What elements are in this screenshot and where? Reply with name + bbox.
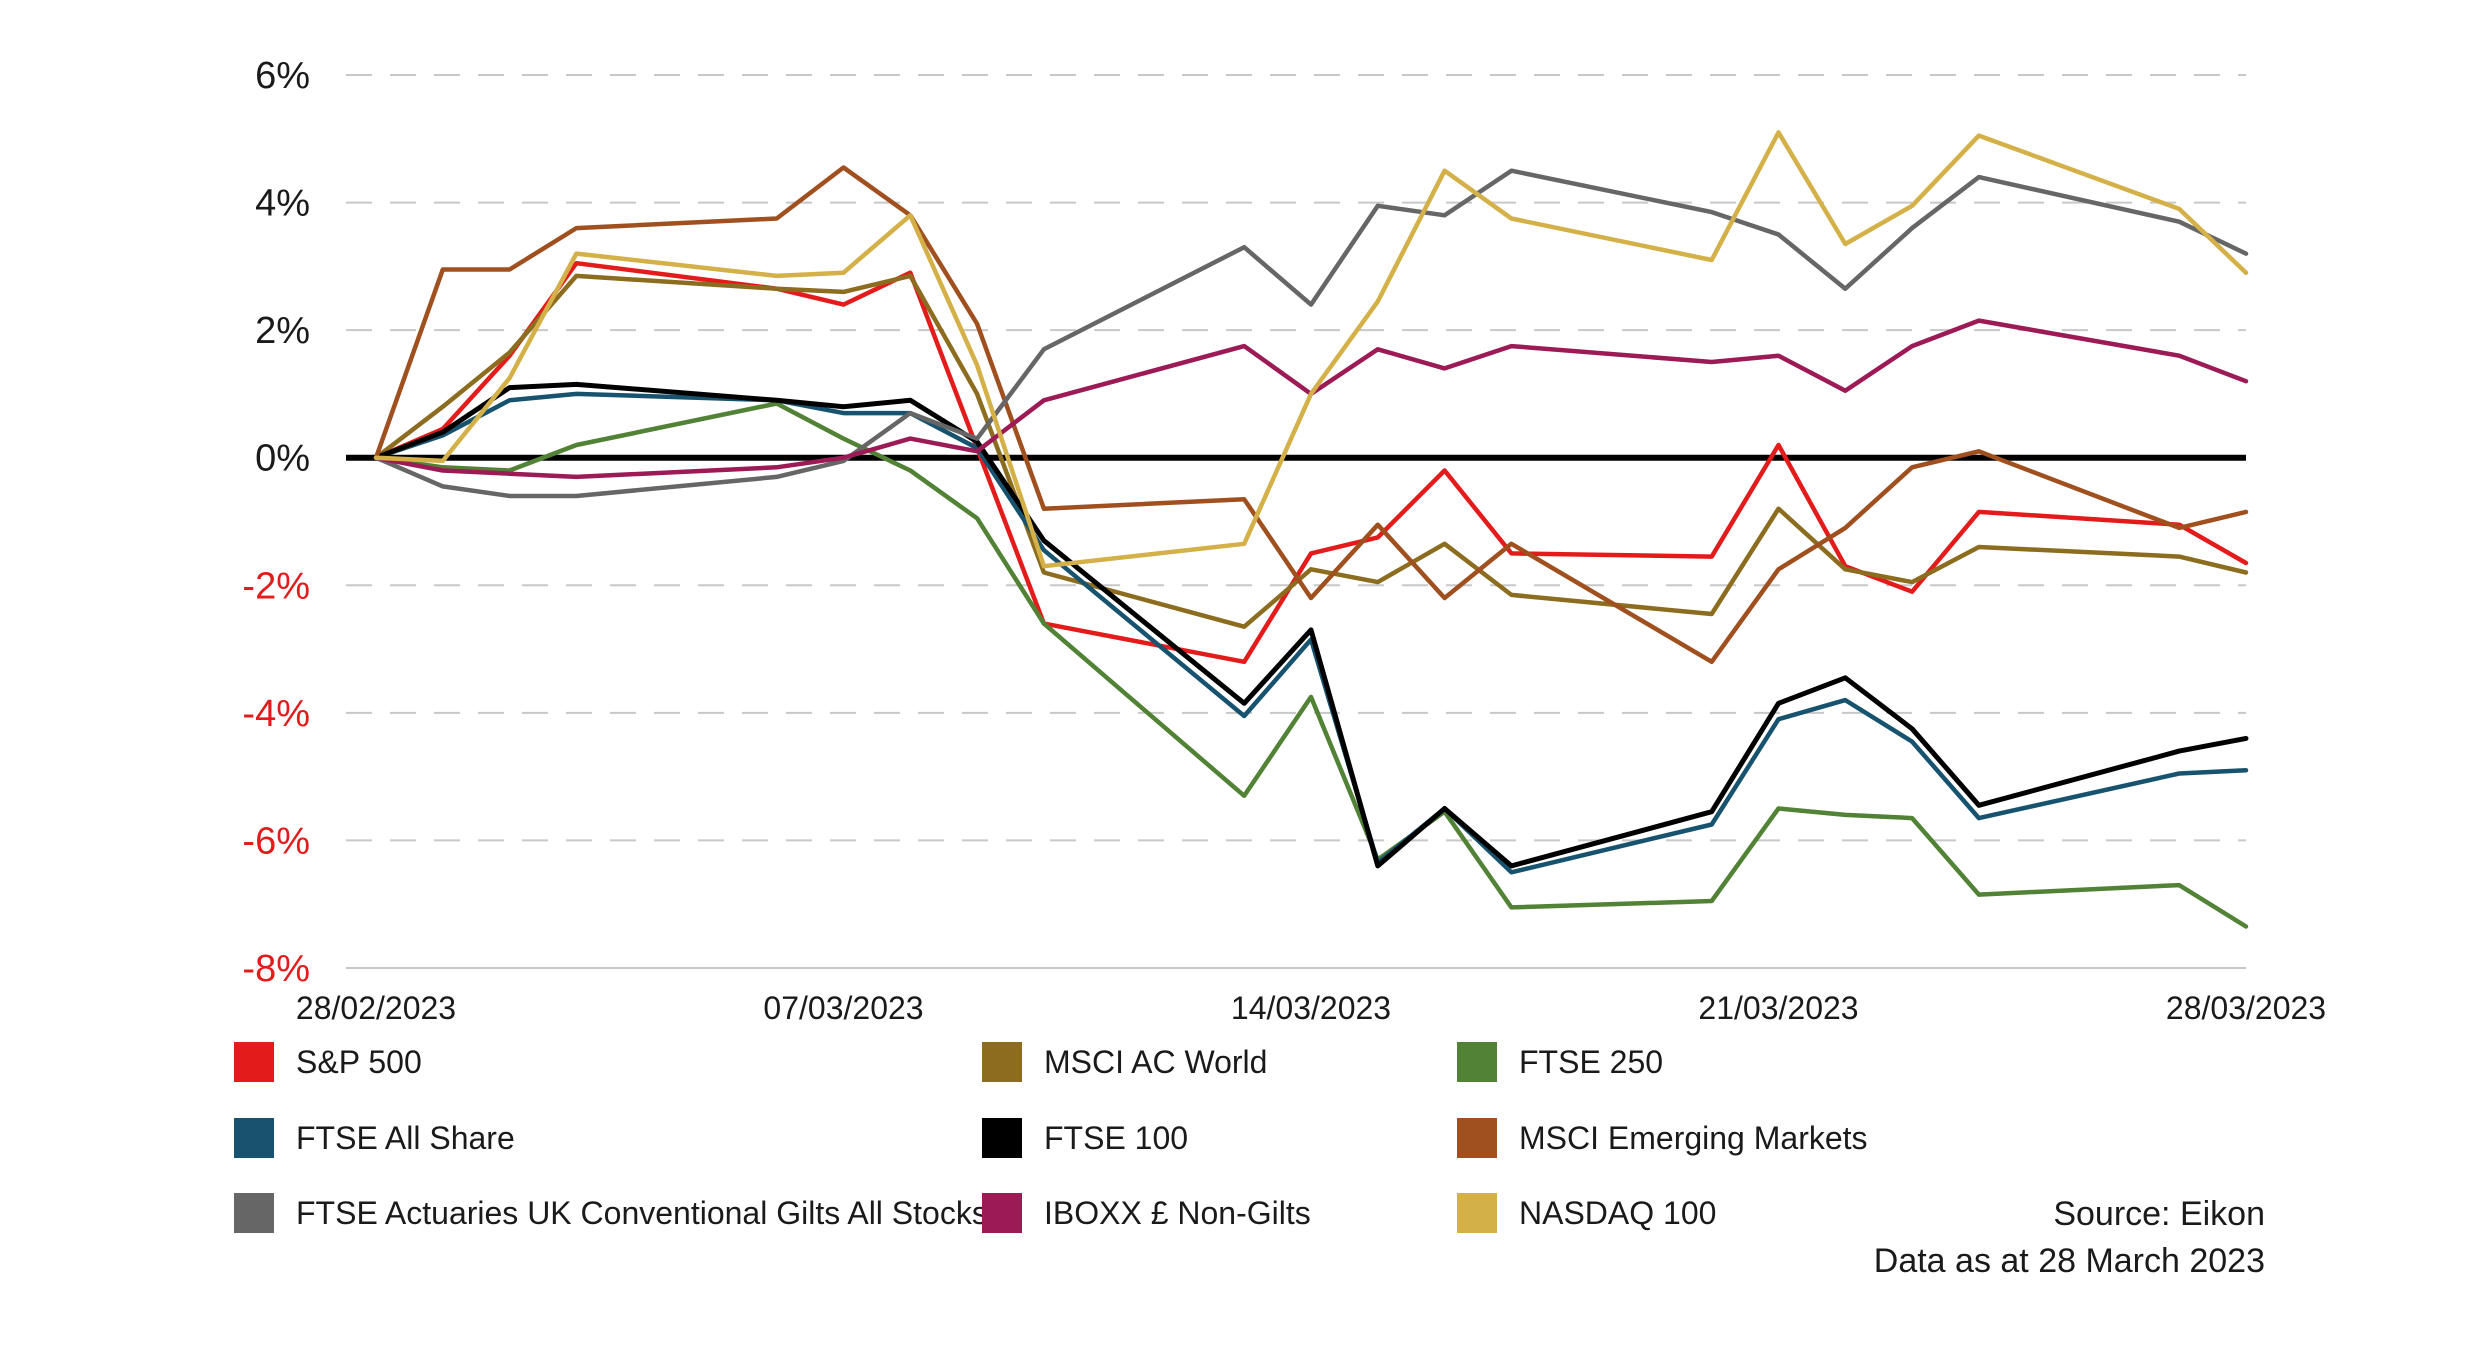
- y-tick-label: 6%: [255, 55, 310, 97]
- legend-label: S&P 500: [296, 1044, 422, 1080]
- legend-label: MSCI Emerging Markets: [1519, 1120, 1868, 1156]
- x-tick-label: 07/03/2023: [763, 990, 923, 1026]
- legend-swatch: [1457, 1118, 1497, 1158]
- series-line-nasdaq-100: [373, 130, 2249, 569]
- legend-swatch: [1457, 1042, 1497, 1082]
- series-line-ftse-250: [373, 401, 2249, 929]
- legend-label: FTSE 250: [1519, 1044, 1663, 1080]
- legend-label: IBOXX £ Non-Gilts: [1044, 1195, 1311, 1231]
- series-line-ftse-100: [373, 381, 2249, 869]
- y-tick-label: 2%: [255, 310, 310, 352]
- x-tick-label: 21/03/2023: [1698, 990, 1858, 1026]
- x-tick-label: 28/02/2023: [296, 990, 456, 1026]
- y-tick-label: -2%: [242, 565, 310, 607]
- legend: S&P 500 MSCI AC World FTSE 250 FTSE All Sha…: [234, 1042, 1868, 1233]
- legend-swatch: [982, 1042, 1022, 1082]
- x-axis-ticks: 28/02/2023 07/03/2023 14/03/2023 21/03/2023…: [296, 990, 2326, 1026]
- y-tick-label: 0%: [255, 438, 310, 480]
- legend-swatch: [982, 1193, 1022, 1233]
- legend-label: FTSE All Share: [296, 1120, 515, 1156]
- x-tick-label: 28/03/2023: [2166, 990, 2326, 1026]
- gridlines: [346, 74, 2246, 969]
- series-line-ftse-all-share: [373, 391, 2249, 875]
- y-tick-label: 4%: [255, 183, 310, 225]
- legend-swatch: [234, 1042, 274, 1082]
- series-line-s-p-500: [373, 260, 2249, 665]
- series-lines: [373, 130, 2249, 929]
- legend-label: NASDAQ 100: [1519, 1195, 1716, 1231]
- y-axis-ticks: 6% 4% 2% 0% -2% -4% -6% -8%: [242, 55, 310, 990]
- data-date-note: Data as at 28 March 2023: [1874, 1242, 2265, 1280]
- series-line-ftse-actuaries-uk-conventional-gilts-all-stocks: [373, 168, 2249, 499]
- legend-swatch: [982, 1118, 1022, 1158]
- legend-label: MSCI AC World: [1044, 1044, 1267, 1080]
- series-line-msci-ac-world: [373, 273, 2249, 629]
- y-tick-label: -6%: [242, 820, 310, 862]
- legend-swatch: [234, 1118, 274, 1158]
- x-tick-label: 14/03/2023: [1231, 990, 1391, 1026]
- legend-label: FTSE Actuaries UK Conventional Gilts All…: [296, 1195, 988, 1231]
- series-line-msci-emerging-markets: [373, 165, 2249, 665]
- y-tick-label: -4%: [242, 693, 310, 735]
- legend-swatch: [234, 1193, 274, 1233]
- legend-label: FTSE 100: [1044, 1120, 1188, 1156]
- legend-swatch: [1457, 1193, 1497, 1233]
- source-note: Source: Eikon: [2053, 1195, 2265, 1233]
- y-tick-label: -8%: [242, 948, 310, 990]
